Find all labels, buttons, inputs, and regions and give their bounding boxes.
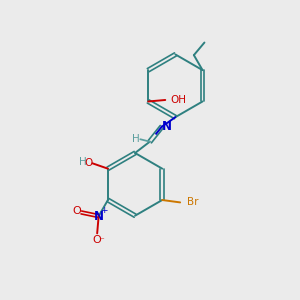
Text: +: + bbox=[100, 206, 108, 215]
Text: O: O bbox=[72, 206, 81, 216]
Text: H: H bbox=[132, 134, 140, 144]
Text: N: N bbox=[94, 210, 104, 223]
Text: H: H bbox=[79, 157, 87, 167]
Text: ⁻: ⁻ bbox=[100, 236, 105, 245]
Text: N: N bbox=[162, 120, 172, 133]
Text: O: O bbox=[93, 235, 101, 245]
Text: OH: OH bbox=[170, 95, 186, 105]
Text: Br: Br bbox=[187, 197, 198, 207]
Text: O: O bbox=[85, 158, 93, 168]
